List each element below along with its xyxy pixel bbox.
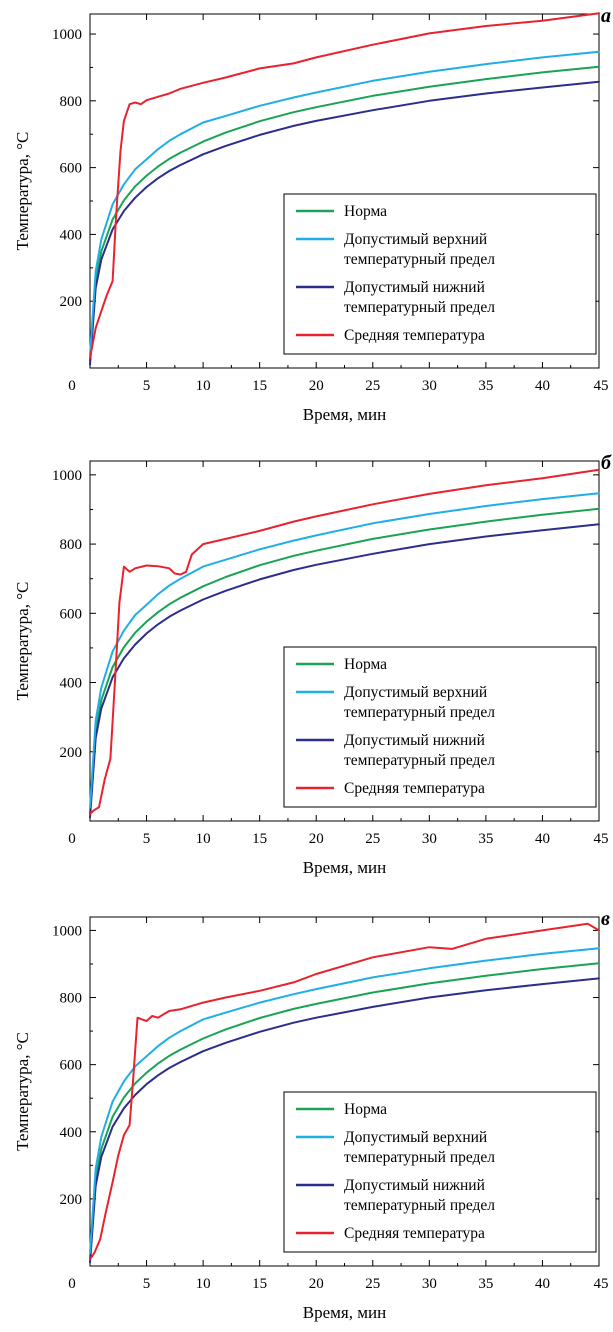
- legend-box: [283, 193, 597, 355]
- legend-label: Допустимый верхний: [344, 1129, 487, 1146]
- legend: Норма Допустимый верхний температурный пре…: [283, 646, 597, 808]
- legend-box: [283, 1091, 597, 1253]
- x-tick-label: 45: [594, 1276, 609, 1292]
- x-tick-label: 45: [594, 831, 609, 847]
- y-tick-label: 600: [60, 1058, 83, 1074]
- x-tick-label: 0: [68, 831, 76, 847]
- legend-label: Средняя температура: [344, 1225, 485, 1242]
- y-axis-title: Температура, °C: [13, 132, 32, 251]
- x-tick-label: 15: [252, 1276, 267, 1292]
- y-tick-label: 200: [60, 1192, 83, 1208]
- x-tick-label: 20: [309, 1276, 324, 1292]
- x-tick-label: 20: [309, 378, 324, 394]
- x-tick-label: 20: [309, 831, 324, 847]
- x-tick-label: 35: [478, 1276, 493, 1292]
- x-tick-label: 30: [422, 831, 437, 847]
- y-tick-label: 800: [60, 94, 83, 110]
- x-tick-label: 35: [478, 378, 493, 394]
- legend-label: температурный предел: [344, 752, 495, 769]
- legend-label: Допустимый нижний: [344, 1177, 485, 1194]
- legend-label: Норма: [344, 203, 387, 220]
- series-line-avg: [89, 12, 600, 359]
- x-tick-label: 40: [535, 831, 550, 847]
- x-axis-title: Время, мин: [303, 1303, 386, 1322]
- chart-panel-2: 0 5 10 15 20 25 30 35 40 45 200 400 600 800 1000 Время,…: [13, 452, 612, 877]
- legend-label: Норма: [344, 656, 387, 673]
- series-line-upper: [89, 50, 600, 356]
- legend-label: Норма: [344, 1101, 387, 1118]
- series-line-lower: [89, 977, 600, 1264]
- series-line-avg: [89, 922, 600, 1261]
- x-tick-label: 5: [143, 378, 151, 394]
- series-line-upper: [89, 947, 600, 1254]
- series-line-norm: [89, 962, 600, 1261]
- y-tick-label: 1000: [52, 27, 82, 43]
- x-tick-label: 25: [365, 378, 380, 394]
- series-line-upper: [89, 492, 600, 809]
- legend-label: температурный предел: [344, 1197, 495, 1214]
- legend-label: температурный предел: [344, 299, 495, 316]
- series-line-lower: [89, 80, 600, 366]
- legend: Норма Допустимый верхний температурный пре…: [283, 193, 597, 355]
- y-axis-title: Температура, °C: [13, 582, 32, 701]
- panel-label: в: [601, 908, 610, 930]
- panel-label: а: [601, 5, 611, 27]
- x-tick-label: 25: [365, 831, 380, 847]
- chart-panel-3: 0 5 10 15 20 25 30 35 40 45 200 400 600 800 1000 Время,…: [13, 908, 610, 1322]
- x-tick-label: 15: [252, 378, 267, 394]
- y-tick-label: 800: [60, 537, 83, 553]
- y-tick-label: 600: [60, 161, 83, 177]
- x-tick-label: 45: [594, 378, 609, 394]
- series-line-avg: [89, 468, 600, 816]
- legend-label: Допустимый нижний: [344, 732, 485, 749]
- x-tick-label: 40: [535, 378, 550, 394]
- panel-label: б: [601, 452, 612, 474]
- x-tick-label: 5: [143, 831, 151, 847]
- legend-label: Средняя температура: [344, 327, 485, 344]
- y-tick-label: 800: [60, 991, 83, 1007]
- x-tick-label: 0: [68, 378, 76, 394]
- y-tick-label: 200: [60, 294, 83, 310]
- legend-label: температурный предел: [344, 251, 495, 268]
- x-tick-label: 0: [68, 1276, 76, 1292]
- x-axis-title: Время, мин: [303, 858, 386, 877]
- legend-label: Допустимый нижний: [344, 279, 485, 296]
- legend-label: Допустимый верхний: [344, 684, 487, 701]
- x-tick-label: 5: [143, 1276, 151, 1292]
- y-tick-label: 600: [60, 606, 83, 622]
- y-tick-label: 200: [60, 745, 83, 761]
- legend-label: Средняя температура: [344, 780, 485, 797]
- x-tick-label: 35: [478, 831, 493, 847]
- legend-label: температурный предел: [344, 704, 495, 721]
- series-line-norm: [89, 507, 600, 816]
- x-tick-label: 10: [196, 831, 211, 847]
- legend: Норма Допустимый верхний температурный пре…: [283, 1091, 597, 1253]
- legend-box: [283, 646, 597, 808]
- x-tick-label: 25: [365, 1276, 380, 1292]
- x-tick-label: 10: [196, 1276, 211, 1292]
- series-line-norm: [89, 65, 600, 363]
- y-tick-label: 400: [60, 227, 83, 243]
- x-tick-label: 30: [422, 1276, 437, 1292]
- y-tick-label: 400: [60, 1125, 83, 1141]
- x-tick-label: 30: [422, 378, 437, 394]
- x-tick-label: 10: [196, 378, 211, 394]
- x-axis-title: Время, мин: [303, 405, 386, 424]
- legend-label: температурный предел: [344, 1149, 495, 1166]
- x-tick-label: 40: [535, 1276, 550, 1292]
- y-tick-label: 1000: [52, 923, 82, 939]
- legend-label: Допустимый верхний: [344, 231, 487, 248]
- y-tick-label: 1000: [52, 468, 82, 484]
- y-axis-title: Температура, °C: [13, 1032, 32, 1151]
- x-tick-label: 15: [252, 831, 267, 847]
- y-tick-label: 400: [60, 676, 83, 692]
- chart-panel-1: 0 5 10 15 20 25 30 35 40 45 200 400 600 800 1000 Время,…: [13, 5, 611, 424]
